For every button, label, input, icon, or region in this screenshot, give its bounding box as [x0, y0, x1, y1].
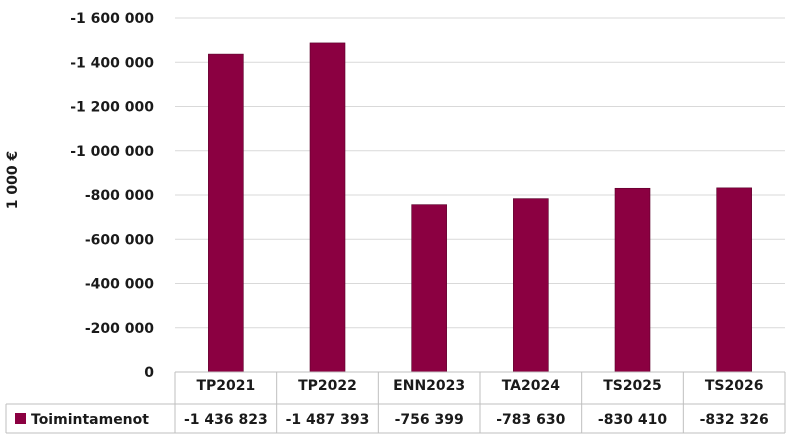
category-label: TS2026 — [705, 378, 764, 394]
data-label: -832 326 — [700, 412, 769, 428]
y-tick-label: -200 000 — [85, 321, 154, 337]
y-tick-label: 0 — [144, 365, 154, 381]
bars — [208, 42, 752, 373]
y-tick-label: -800 000 — [85, 188, 154, 204]
category-label: TP2022 — [298, 378, 357, 394]
data-label: -783 630 — [496, 412, 565, 428]
bar — [208, 53, 244, 373]
bar — [513, 198, 549, 373]
data-label: -830 410 — [598, 412, 667, 428]
bar — [716, 187, 752, 373]
gridlines — [175, 17, 785, 329]
bar — [614, 187, 651, 373]
y-axis-label: 1 000 € — [5, 151, 21, 209]
legend-key — [15, 413, 26, 424]
y-tick-label: -600 000 — [85, 232, 154, 248]
category-label: TP2021 — [196, 378, 255, 394]
category-label: TS2025 — [603, 378, 662, 394]
y-tick-label: -1 000 000 — [70, 144, 154, 160]
data-label: -1 436 823 — [184, 412, 268, 428]
y-tick-label: -400 000 — [85, 277, 154, 293]
y-tick-label: -1 200 000 — [70, 100, 154, 116]
data-table: TP2021 -1 436 823 TP2022 -1 487 393 ENN2023 -… — [5, 371, 786, 434]
y-tick-label: -1 400 000 — [70, 55, 154, 71]
category-label: TA2024 — [502, 378, 561, 394]
bar — [411, 204, 447, 373]
category-label: ENN2023 — [393, 378, 465, 394]
data-label: -756 399 — [395, 412, 464, 428]
bar — [309, 42, 346, 373]
series-name: Toimintamenot — [31, 412, 149, 428]
data-label: -1 487 393 — [286, 412, 370, 428]
y-axis-ticks: -1 600 000 -1 400 000 -1 200 000 -1 000 000… — [70, 11, 154, 381]
y-tick-label: -1 600 000 — [70, 11, 154, 27]
